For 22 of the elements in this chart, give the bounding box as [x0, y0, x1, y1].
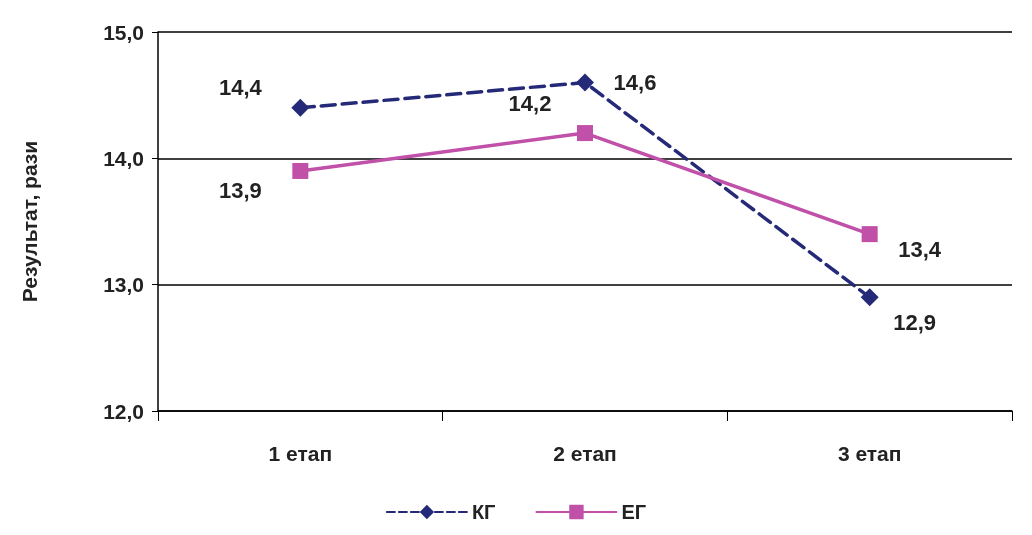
x-tick-label: 3 етап	[837, 442, 902, 465]
x-tick-label: 2 етап	[553, 442, 617, 465]
data-label: 14,6	[613, 70, 657, 96]
y-tick-label: 13,0	[103, 273, 144, 297]
point	[860, 288, 879, 307]
y-tick-label: 14,0	[103, 146, 144, 170]
y-axis-title: Результат, рази	[18, 140, 41, 303]
data-label: 14,4	[218, 75, 263, 101]
data-label: 14,2	[508, 90, 552, 116]
legend-label: КГ	[471, 501, 496, 523]
data-label: 12,9	[893, 309, 937, 335]
data-label: 13,4	[898, 236, 942, 262]
point	[292, 162, 309, 179]
point	[577, 125, 593, 142]
point	[576, 73, 594, 92]
point	[861, 226, 878, 243]
y-tick-label: 12,0	[103, 399, 144, 423]
point	[291, 98, 310, 117]
y-tick-label: 15,0	[103, 20, 144, 44]
data-label: 13,9	[218, 178, 262, 204]
x-tick-label: 1 етап	[268, 442, 333, 465]
legend-label: ЕГ	[621, 501, 647, 523]
